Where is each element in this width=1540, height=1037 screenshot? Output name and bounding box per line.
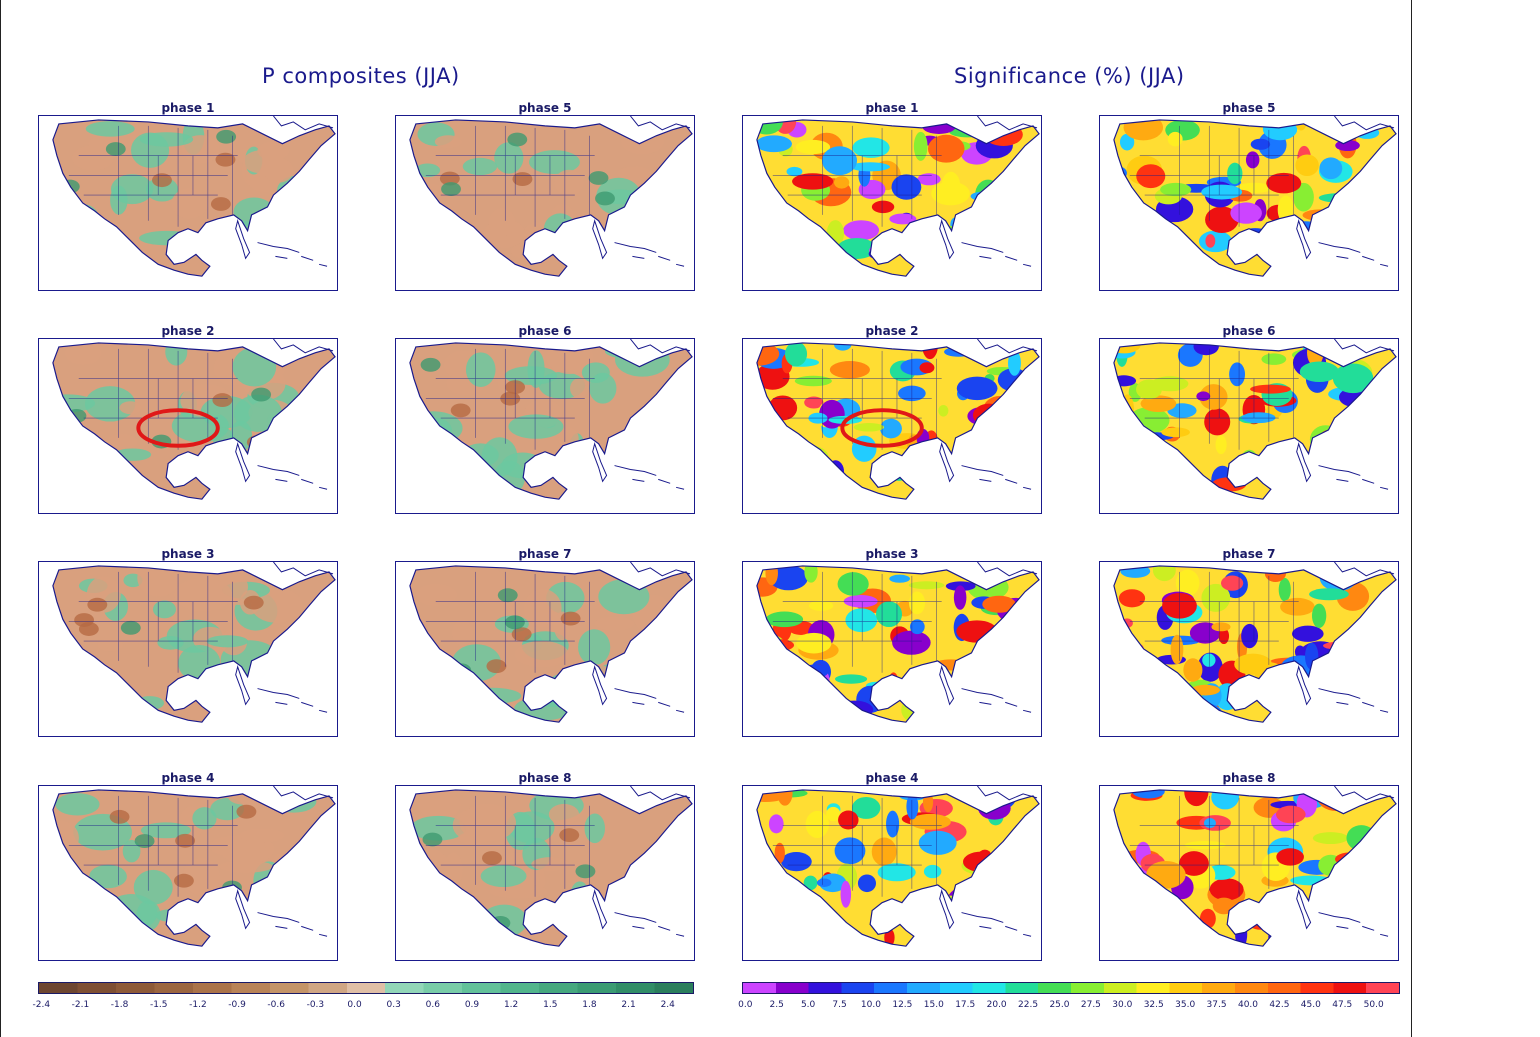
map-image: [742, 561, 1042, 737]
colorbar-tick-label: -1.5: [149, 1000, 168, 1010]
colorbar-tick-label: -2.1: [71, 1000, 90, 1010]
left-section-title: P composites (JJA): [262, 64, 460, 88]
panel-label: phase 2: [161, 324, 215, 338]
precip-colorbar: [38, 982, 694, 994]
colorbar-tick-label: 0.3: [386, 1000, 401, 1010]
highlight-ring: [840, 408, 924, 448]
map-image: [1099, 115, 1399, 291]
panel-label: phase 6: [518, 324, 572, 338]
panel-label: phase 5: [518, 101, 572, 115]
panel-label: phase 3: [161, 547, 215, 561]
panel-label: phase 1: [865, 101, 919, 115]
panel-label: phase 8: [1222, 771, 1276, 785]
colorbar-tick-label: 37.5: [1206, 1000, 1227, 1010]
colorbar-tick-label: 5.0: [800, 1000, 816, 1010]
colorbar-tick-label: 2.1: [621, 1000, 636, 1010]
colorbar-tick-label: 0.6: [425, 1000, 440, 1010]
colorbar-tick-label: 12.5: [892, 1000, 913, 1010]
right-section-title: Significance (%) (JJA): [954, 64, 1185, 88]
map-image: [38, 561, 338, 737]
colorbar-tick-label: 40.0: [1237, 1000, 1259, 1010]
colorbar-tick-label: 22.5: [1018, 1000, 1039, 1010]
colorbar-tick-label: -2.4: [32, 1000, 51, 1010]
panel-label: phase 2: [865, 324, 919, 338]
colorbar-tick-label: 45.0: [1300, 1000, 1321, 1010]
map-image: [742, 338, 1042, 514]
map-image: [395, 561, 695, 737]
panel-label: phase 5: [1222, 101, 1276, 115]
map-image: [742, 115, 1042, 291]
colorbar-tick-label: 0.0: [347, 1000, 362, 1010]
colorbar-tick-label: 17.5: [955, 1000, 976, 1010]
panel-label: phase 4: [161, 771, 215, 785]
colorbar-tick-label: -1.8: [110, 1000, 129, 1010]
figure-frame: [0, 0, 1412, 1037]
colorbar-tick-label: 27.5: [1080, 1000, 1101, 1010]
colorbar-tick-label: 2.4: [660, 1000, 675, 1010]
colorbar-tick-label: -0.9: [228, 1000, 246, 1010]
colorbar-tick-label: 47.5: [1332, 1000, 1353, 1010]
map-image: [1099, 785, 1399, 961]
panel-label: phase 1: [161, 101, 215, 115]
colorbar-tick-label: 25.0: [1049, 1000, 1070, 1010]
map-image: [1099, 338, 1399, 514]
colorbar-tick-label: 20.0: [986, 1000, 1007, 1010]
panel-label: phase 7: [518, 547, 572, 561]
map-image: [395, 785, 695, 961]
panel-label: phase 4: [865, 771, 919, 785]
highlight-ring: [136, 408, 220, 448]
colorbar-tick-label: 35.0: [1175, 1000, 1196, 1010]
colorbar-tick-label: 15.0: [923, 1000, 944, 1010]
map-image: [742, 785, 1042, 961]
panel-label: phase 7: [1222, 547, 1276, 561]
map-image: [395, 338, 695, 514]
colorbar-tick-label: -1.2: [189, 1000, 207, 1010]
panel-label: phase 3: [865, 547, 919, 561]
map-image: [38, 785, 338, 961]
colorbar-tick-label: 1.8: [582, 1000, 597, 1010]
colorbar-tick-label: -0.3: [306, 1000, 325, 1010]
colorbar-tick-label: 0.0: [738, 1000, 753, 1010]
colorbar-tick-label: 1.2: [503, 1000, 519, 1010]
colorbar-tick-label: 42.5: [1269, 1000, 1290, 1010]
colorbar-tick-label: 0.9: [464, 1000, 480, 1010]
map-image: [1099, 561, 1399, 737]
colorbar-tick-label: 1.5: [543, 1000, 558, 1010]
map-image: [38, 338, 338, 514]
colorbar-tick-label: 10.0: [860, 1000, 881, 1010]
colorbar-tick-label: -0.6: [267, 1000, 285, 1010]
significance-colorbar: [742, 982, 1400, 994]
panel-label: phase 6: [1222, 324, 1276, 338]
map-image: [395, 115, 695, 291]
panel-label: phase 8: [518, 771, 572, 785]
colorbar-tick-label: 50.0: [1363, 1000, 1384, 1010]
colorbar-tick-label: 2.5: [769, 1000, 784, 1010]
colorbar-tick-label: 30.0: [1112, 1000, 1133, 1010]
map-image: [38, 115, 338, 291]
colorbar-tick-label: 32.5: [1143, 1000, 1164, 1010]
colorbar-tick-label: 7.5: [832, 1000, 847, 1010]
